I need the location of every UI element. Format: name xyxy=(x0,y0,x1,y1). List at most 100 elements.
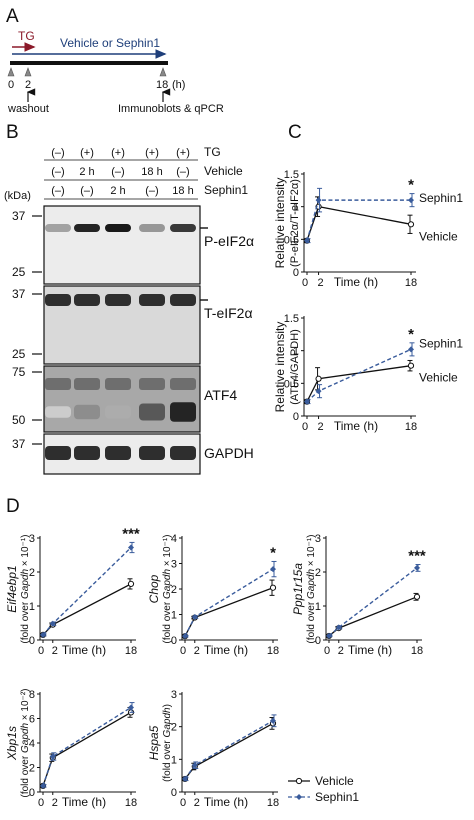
band-p-eif2--lane-3 xyxy=(105,224,131,232)
band-t-eif2--lane-3 xyxy=(105,294,131,306)
c2-series-sephin1-label: Sephin1 xyxy=(419,336,463,350)
blot-atf4-membrane xyxy=(43,365,201,433)
timeline-tick-2: 2 xyxy=(25,79,31,91)
d2-y-axis-label: (fold over Gapdh × 10⁻¹) xyxy=(162,535,173,644)
c2-series-sephin1-line xyxy=(306,348,412,403)
panel-b-label: B xyxy=(6,122,19,143)
lane-3-vehicle: (–) xyxy=(111,166,124,178)
d3-series-sephin1-point-0 xyxy=(326,632,332,639)
d5-series-sephin1-point-2 xyxy=(270,717,276,724)
legend-sephin1-marker xyxy=(296,794,302,800)
marker-atf4-50: 50 xyxy=(12,413,26,427)
d5-x-axis-label: Time (h) xyxy=(204,795,248,809)
d3-x-axis-label: Time (h) xyxy=(348,643,392,657)
band-p-eif2--lane-4 xyxy=(139,224,165,232)
d4-x-axis-label: Time (h) xyxy=(62,795,106,809)
band-t-eif2--lane-5 xyxy=(170,294,196,306)
d1-y-tick-label-0: 0 xyxy=(29,635,35,647)
lane-3-tg: (+) xyxy=(111,147,125,159)
lane-1-sephin1: (–) xyxy=(51,185,64,197)
c1-y-axis-label-line-1: Relative intensity xyxy=(273,178,287,269)
lane-3-sephin1: 2 h xyxy=(110,185,125,197)
band-p-eif2--lane-1 xyxy=(45,224,71,232)
lane-1-vehicle: (–) xyxy=(51,166,64,178)
c2-series-vehicle-line xyxy=(306,365,412,402)
c2-significance-0: * xyxy=(408,326,414,343)
band-gapdh-lane-5 xyxy=(170,446,196,460)
c1-series-sephin1-point-1 xyxy=(315,197,322,204)
condition-label-vehicle: Vehicle xyxy=(204,164,243,178)
band-atf4-lane-2 xyxy=(74,404,100,420)
timeline-bar xyxy=(10,61,168,65)
lane-5-vehicle: (–) xyxy=(176,166,189,178)
lane-2-sephin1: (–) xyxy=(80,185,93,197)
washout-label: washout xyxy=(7,103,49,115)
d3-x-tick-label-2: 18 xyxy=(411,645,423,657)
d4-gene-label: Xbp1s xyxy=(5,726,19,761)
d2-series-sephin1-point-1 xyxy=(191,614,198,621)
d4-series-sephin1-point-1 xyxy=(49,753,56,760)
d2-series-vehicle-point-2 xyxy=(269,584,277,591)
c1-series-vehicle-point-2 xyxy=(407,221,415,228)
band-t-eif2--lane-2 xyxy=(74,294,100,306)
endpoint-label: Immunoblots & qPCR xyxy=(118,103,224,115)
c1-series-sephin1-label: Sephin1 xyxy=(419,191,463,205)
d2-y-tick-label-3: 3 xyxy=(171,559,177,571)
band-atf4-upper-lane-4 xyxy=(139,378,165,390)
d1-series-sephin1-point-0 xyxy=(40,631,46,638)
c1-y-tick-label-2: 1 xyxy=(293,202,299,214)
d5-series-sephin1-point-0 xyxy=(182,775,188,782)
d1-y-axis-label: (fold over Gapdh × 10⁻¹) xyxy=(20,535,31,644)
band-atf4-upper-lane-3 xyxy=(105,378,131,390)
c2-x-tick-label-0: 0 xyxy=(302,421,308,433)
d3-y-tick-label-1: 1 xyxy=(315,601,321,613)
band-gapdh-lane-3 xyxy=(105,446,131,460)
condition-label-sephin1: Sephin1 xyxy=(204,183,248,197)
d4-y-tick-label-3: 6 xyxy=(29,714,35,726)
band-atf4-lane-1 xyxy=(45,406,71,418)
lane-4-tg: (+) xyxy=(145,147,159,159)
d5-gene-label: Hspa5 xyxy=(147,725,161,760)
blot-label-gapdh: GAPDH xyxy=(204,445,254,461)
marker-atf4-75: 75 xyxy=(12,365,26,379)
timeline-tick-0: 0 xyxy=(8,79,14,91)
c2-series-vehicle-point-2 xyxy=(407,362,415,369)
c1-series-sephin1-line xyxy=(306,199,411,241)
d2-y-tick-label-4: 4 xyxy=(171,533,177,545)
d4-y-tick-label-1: 2 xyxy=(29,763,35,775)
c2-series-vehicle-label: Vehicle xyxy=(419,371,458,385)
timepoint-marker-2 xyxy=(24,67,32,77)
legend-vehicle-label: Vehicle xyxy=(315,774,354,788)
band-gapdh-lane-4 xyxy=(139,446,165,460)
d3-series-sephin1-line xyxy=(328,567,418,637)
lane-1-tg: (–) xyxy=(51,147,64,159)
band-atf4-lane-4 xyxy=(139,403,165,421)
blot-label-p-eif2-: P-eIF2α xyxy=(204,233,254,249)
d2-y-tick-label-0: 0 xyxy=(171,635,177,647)
d4-series-sephin1-point-0 xyxy=(40,782,46,789)
band-t-eif2--lane-4 xyxy=(139,294,165,306)
band-gapdh-lane-2 xyxy=(74,446,100,460)
c1-series-sephin1-point-0 xyxy=(304,237,310,244)
d3-series-vehicle-line xyxy=(328,596,418,637)
panel-b: B (–)(–)(–)(+)2 h(–)(+)(–)2 h(+)18 h(–)(… xyxy=(4,122,254,475)
treatment-label: Vehicle or Sephin1 xyxy=(60,36,160,50)
marker-t-eif2--37: 37 xyxy=(12,287,26,301)
immunoblots: 37 25 P-eIF2α 37 25 T-eIF2α 75 50 ATF4 37 GAPDH xyxy=(12,205,254,475)
kda-label: (kDa) xyxy=(4,190,31,202)
legend-sephin1-label: Sephin1 xyxy=(315,790,359,804)
c1-y-tick-label-0: 0 xyxy=(293,267,299,279)
band-p-eif2--lane-5 xyxy=(170,224,196,232)
c2-series-sephin1-point-0 xyxy=(304,398,310,405)
lane-4-sephin1: (–) xyxy=(145,185,158,197)
d4-x-tick-label-2: 18 xyxy=(125,797,137,809)
c2-series-sephin1-point-1 xyxy=(315,388,322,395)
lane-2-vehicle: 2 h xyxy=(79,166,94,178)
c2-y-tick-label-3: 1.5 xyxy=(284,313,299,325)
c2-y-tick-label-2: 1 xyxy=(293,346,299,358)
